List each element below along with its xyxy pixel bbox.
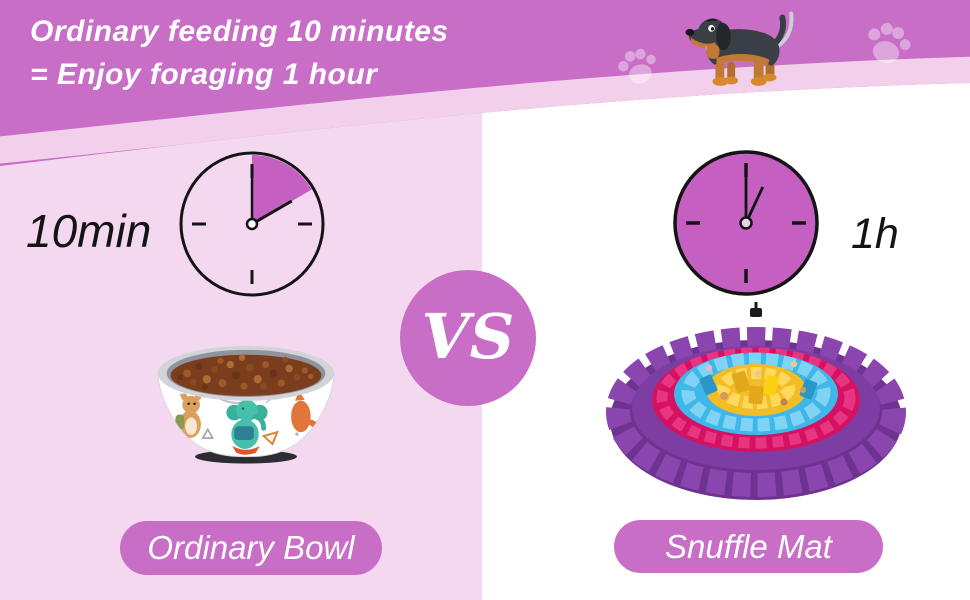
kibble-texture (177, 354, 314, 391)
vs-label: VS (421, 299, 515, 373)
snuffle-mat-label-badge: Snuffle Mat (614, 520, 883, 573)
banner-line1: Ordinary feeding 10 minutes (30, 15, 449, 48)
clock-1h-icon (673, 150, 819, 296)
paw-print-icon (868, 22, 911, 64)
time-label-1h: 1h (851, 210, 899, 258)
time-label-10min: 10min (26, 205, 152, 257)
clock-10min-icon (179, 151, 325, 297)
ordinary-bowl-label: Ordinary Bowl (147, 529, 355, 566)
ordinary-bowl-label-badge: Ordinary Bowl (120, 521, 382, 575)
snuffle-mat-label: Snuffle Mat (665, 527, 832, 565)
banner-line2: = Enjoy foraging 1 hour (30, 58, 378, 91)
ordinary-bowl-image (157, 345, 335, 464)
paw-print-icon (618, 48, 656, 84)
banner-headline: Ordinary feeding 10 minutes = Enjoy fora… (30, 10, 630, 96)
snuffle-mat-image (606, 302, 906, 500)
dachshund-dog-illustration (685, 11, 794, 86)
vs-badge: VS (400, 270, 536, 406)
